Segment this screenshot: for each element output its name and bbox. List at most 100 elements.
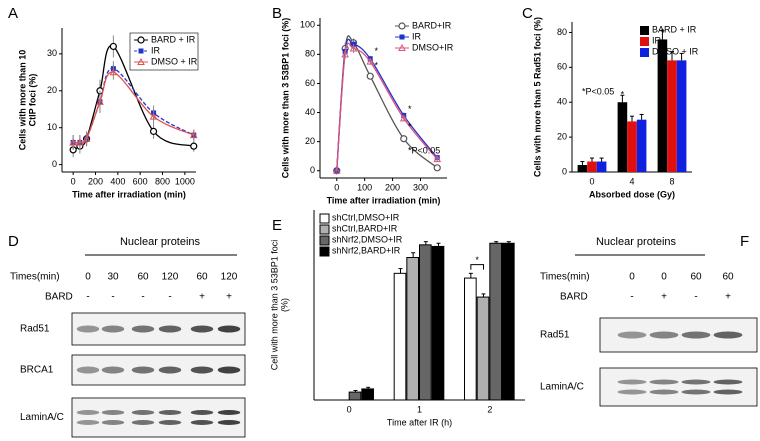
marker — [69, 138, 78, 146]
legend-label: BARD + IR — [652, 24, 697, 34]
y-axis-label: Cells with more than 3 53BP1 foci (%) — [280, 18, 290, 179]
legend-label: DMSO+IR — [412, 42, 454, 52]
blot — [71, 354, 246, 386]
bar — [587, 161, 597, 172]
blot — [71, 397, 246, 438]
marker — [149, 112, 158, 120]
x-tick-label: 1 — [417, 404, 422, 414]
x-axis-label: Absorbed dose (Gy) — [589, 189, 675, 199]
band — [101, 420, 125, 425]
y-tick-label: 40 — [557, 97, 567, 107]
row-label: Times(min) — [540, 272, 590, 283]
significance: * — [408, 121, 412, 131]
x-tick-label: 200 — [88, 176, 103, 186]
band — [713, 389, 743, 395]
bar — [431, 245, 445, 401]
legend-label: DMSO + IR — [652, 46, 699, 56]
significance: * — [374, 60, 378, 70]
legend-label: BARD + IR — [151, 34, 196, 44]
band — [681, 379, 711, 385]
significance: * — [475, 255, 479, 265]
bar — [419, 244, 432, 401]
legend-label: shCtrl,DMSO+IR — [332, 212, 400, 222]
marker — [137, 36, 145, 44]
band — [101, 366, 125, 374]
band — [649, 389, 679, 395]
y-tick-label: 20 — [557, 131, 567, 141]
y-tick-label: 80 — [557, 27, 567, 37]
bard-label: - — [141, 292, 144, 303]
band — [649, 379, 679, 385]
bar — [617, 102, 628, 172]
time-label: 60 — [722, 272, 734, 283]
band — [158, 325, 182, 333]
band — [101, 410, 125, 415]
significance: * — [408, 104, 412, 114]
band — [713, 379, 743, 385]
significance: * — [661, 27, 665, 37]
band — [76, 325, 100, 333]
bar — [501, 242, 515, 401]
marker — [400, 135, 408, 143]
y-axis-label: (%) — [279, 298, 289, 312]
x-tick-label: 2 — [487, 404, 492, 414]
x-tick-label: 100 — [357, 182, 372, 192]
x-tick-label: 300 — [413, 182, 428, 192]
x-tick-label: 400 — [110, 176, 125, 186]
panel-label: E — [272, 217, 282, 234]
y-axis-label: Cells with more than 10 — [17, 50, 27, 151]
marker — [399, 114, 408, 122]
legend-label: shNrf2,DMSO+IR — [332, 234, 403, 244]
significance: * — [621, 90, 625, 100]
y-tick-label: 100 — [300, 20, 315, 30]
marker — [399, 34, 405, 40]
x-tick-label: 0 — [589, 176, 594, 186]
band — [158, 366, 182, 374]
bar — [348, 391, 362, 401]
band — [190, 420, 214, 425]
time-label: 60 — [196, 272, 208, 283]
row-label: Times(min) — [10, 272, 60, 283]
marker — [96, 97, 104, 105]
marker — [433, 164, 441, 172]
band — [190, 325, 214, 333]
y-tick-label: 0 — [52, 159, 57, 169]
y-tick-label: 10 — [47, 122, 57, 132]
legend-swatch — [319, 224, 330, 235]
band — [101, 325, 125, 333]
legend-swatch — [640, 26, 649, 35]
bar — [464, 277, 477, 401]
band — [158, 410, 182, 415]
panel-label: B — [272, 5, 282, 22]
bar — [361, 388, 374, 401]
legend-swatch — [640, 37, 649, 46]
bard-label: + — [226, 292, 232, 303]
band — [190, 410, 214, 415]
bar — [676, 60, 687, 172]
marker — [189, 131, 198, 139]
marker — [398, 43, 406, 51]
band — [131, 420, 155, 425]
band — [617, 379, 647, 385]
band — [131, 410, 155, 415]
marker — [398, 22, 406, 30]
band — [217, 410, 241, 415]
legend-swatch — [640, 48, 649, 57]
band — [76, 366, 100, 374]
marker — [82, 134, 91, 142]
line — [73, 67, 195, 144]
x-tick-label: 0 — [71, 176, 76, 186]
time-label: 0 — [629, 272, 635, 283]
legend-label: shNrf2,BARD+IR — [332, 245, 401, 255]
marker — [366, 72, 374, 80]
bar — [406, 257, 419, 401]
marker — [138, 48, 144, 54]
marker — [349, 44, 358, 52]
protein-label: BRCA1 — [20, 365, 54, 376]
y-tick-label: 0 — [562, 166, 567, 176]
bar — [489, 242, 502, 401]
time-label: 120 — [221, 272, 238, 283]
x-tick-label: 200 — [385, 182, 400, 192]
blot — [599, 367, 758, 407]
panel-label: F — [740, 233, 749, 250]
